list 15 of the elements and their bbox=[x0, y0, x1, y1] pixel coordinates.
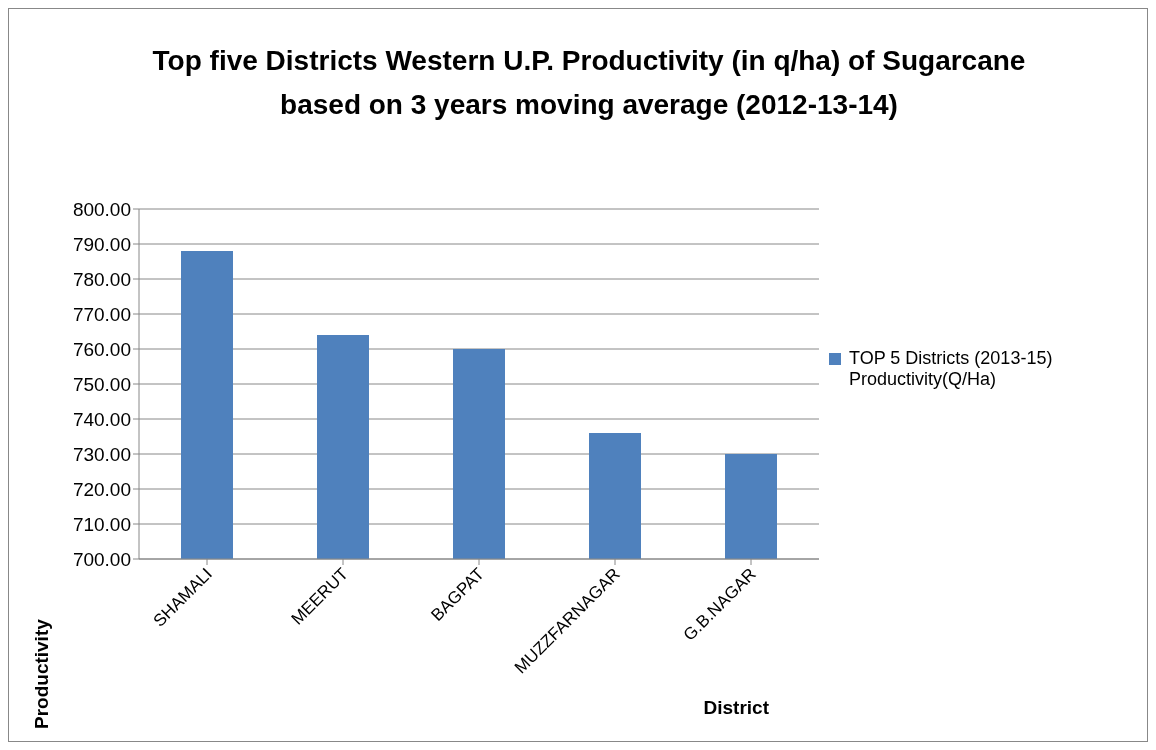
chart-title: Top five Districts Western U.P. Productivity (in q/ha) of Sugarcane based on 3 years moving average (2012-13-14) bbox=[151, 44, 1027, 122]
legend-label: TOP 5 Districts (2013-15) Productivity(Q/Ha) bbox=[849, 348, 1054, 390]
y-tick-label: 770.00 bbox=[72, 303, 131, 325]
y-tick-label: 710.00 bbox=[72, 513, 131, 535]
y-tick-label: 740.00 bbox=[72, 408, 131, 430]
y-tick-label: 800.00 bbox=[72, 198, 131, 220]
y-tick-label: 760.00 bbox=[72, 338, 131, 360]
y-tick-label: 720.00 bbox=[72, 478, 131, 500]
x-axis-title: District bbox=[703, 697, 770, 718]
y-tick-label: 780.00 bbox=[72, 268, 131, 290]
y-tick-label: 730.00 bbox=[72, 443, 131, 465]
y-axis-title: Productivity bbox=[31, 619, 53, 729]
y-tick-label: 790.00 bbox=[72, 233, 131, 255]
y-tick-label: 750.00 bbox=[72, 373, 131, 395]
y-tick-label: 700.00 bbox=[72, 548, 131, 570]
